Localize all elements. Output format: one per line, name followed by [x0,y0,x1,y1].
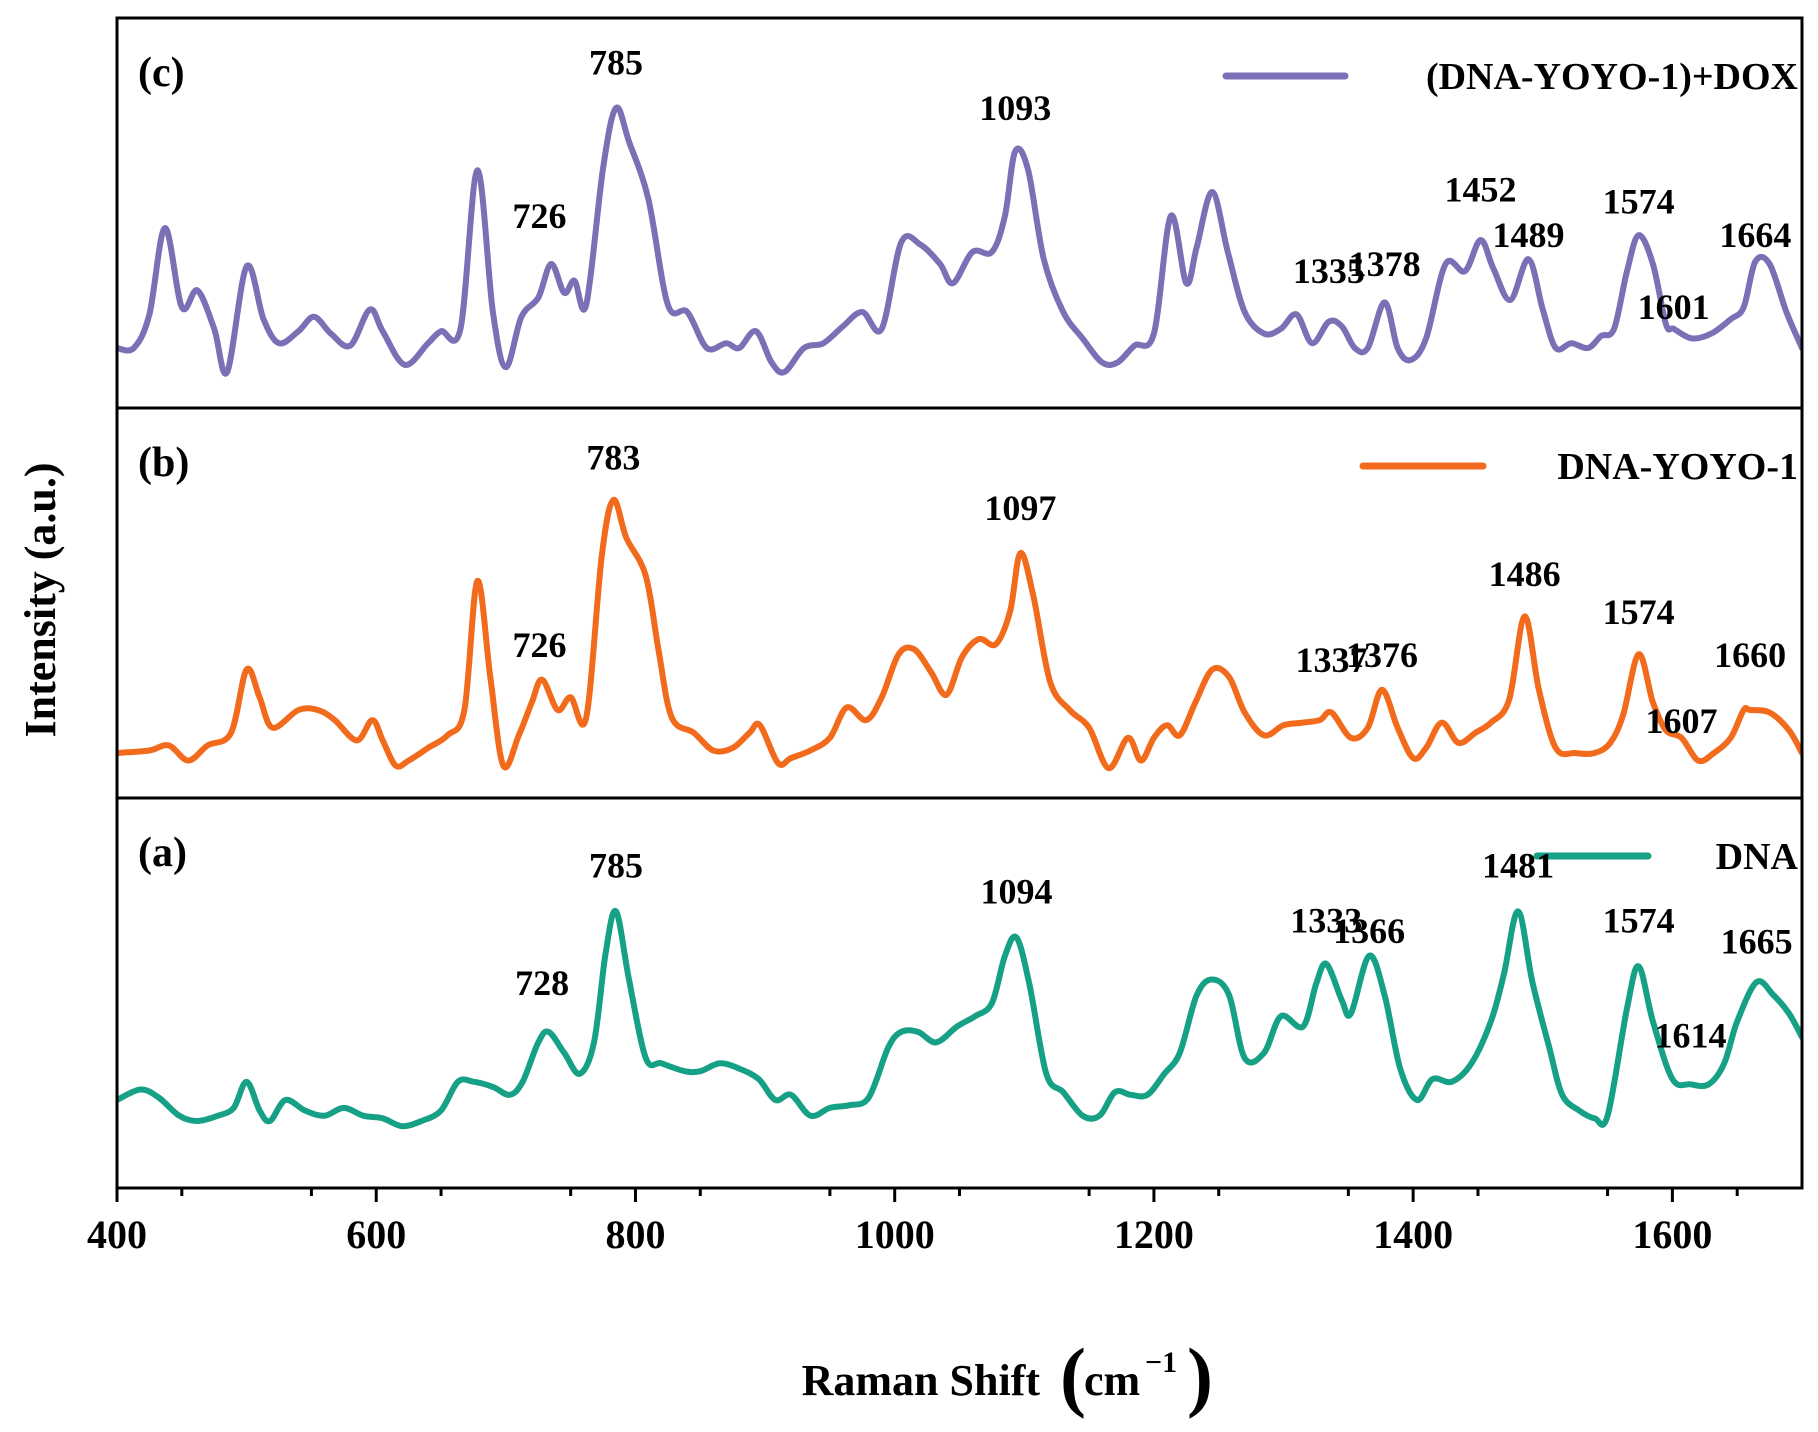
panel-tag-b: (b) [138,440,189,486]
x-tick-label-1000: 1000 [855,1212,935,1257]
peak-label-a-1094: 1094 [981,872,1053,912]
spectrum-line-a [117,908,1802,1130]
peak-label-c-1489: 1489 [1493,215,1565,255]
peak-label-b-1337: 1337 [1295,640,1367,680]
peak-label-b-1574: 1574 [1603,592,1675,632]
peak-label-a-728: 728 [515,963,569,1003]
panel-tag-a: (a) [138,830,187,876]
plot-frame [115,16,1804,1190]
x-axis-title-paren-open: ( [1060,1332,1086,1419]
peak-label-b-1097: 1097 [984,488,1056,528]
peak-label-c-1335: 1335 [1293,251,1365,291]
x-tick-label-1200: 1200 [1114,1212,1194,1257]
peak-label-c-1574: 1574 [1603,182,1675,222]
x-axis-title-text: Raman Shift [802,1356,1041,1405]
peak-label-a-1366: 1366 [1333,911,1405,951]
peak-label-b-1376: 1376 [1346,635,1418,675]
peak-label-a-1614: 1614 [1655,1016,1727,1056]
x-axis-title-paren-close: ) [1187,1332,1213,1419]
peak-label-c-1378: 1378 [1349,244,1421,284]
panel-tag-c: (c) [138,50,185,96]
legend-label-b: DNA-YOYO-1 [1557,446,1798,488]
x-axis-ticks: 400 600 800 1000 1200 1400 1600 [87,1188,1739,1257]
peak-label-c-1093: 1093 [979,88,1051,128]
x-tick-label-1600: 1600 [1632,1212,1712,1257]
x-axis-title-unit-superscript: −1 [1145,1346,1177,1379]
axes-frame [115,16,1804,1190]
peak-label-c-726: 726 [513,196,567,236]
peak-label-b-1660: 1660 [1714,635,1786,675]
y-axis-title: Intensity (a.u.) [16,462,65,737]
peak-label-c-785: 785 [589,42,643,82]
x-tick-label-600: 600 [346,1212,406,1257]
peak-label-b-1607: 1607 [1645,701,1717,741]
peak-label-b-783: 783 [586,438,640,478]
spectrum-line-b [117,496,1802,772]
peak-label-c-1601: 1601 [1638,287,1710,327]
peak-label-a-1574: 1574 [1603,900,1675,940]
peak-label-a-1481: 1481 [1482,845,1554,885]
legend-label-c: (DNA-YOYO-1)+DOX [1426,56,1798,98]
x-tick-label-400: 400 [87,1212,147,1257]
legend-label-a: DNA [1716,836,1799,878]
peak-label-c-1664: 1664 [1719,215,1791,255]
peak-label-a-1333: 1333 [1290,900,1362,940]
x-axis-title-unit: cm [1084,1356,1140,1405]
x-tick-label-1400: 1400 [1373,1212,1453,1257]
x-axis-title: Raman Shift ( cm −1 ) [802,1332,1213,1419]
peak-label-c-1452: 1452 [1445,170,1517,210]
peak-label-a-785: 785 [589,845,643,885]
peak-label-b-726: 726 [513,625,567,665]
x-tick-label-800: 800 [605,1212,665,1257]
spectrum-line-c [117,104,1802,377]
peak-label-b-1486: 1486 [1489,554,1561,594]
peak-label-a-1665: 1665 [1721,921,1793,961]
